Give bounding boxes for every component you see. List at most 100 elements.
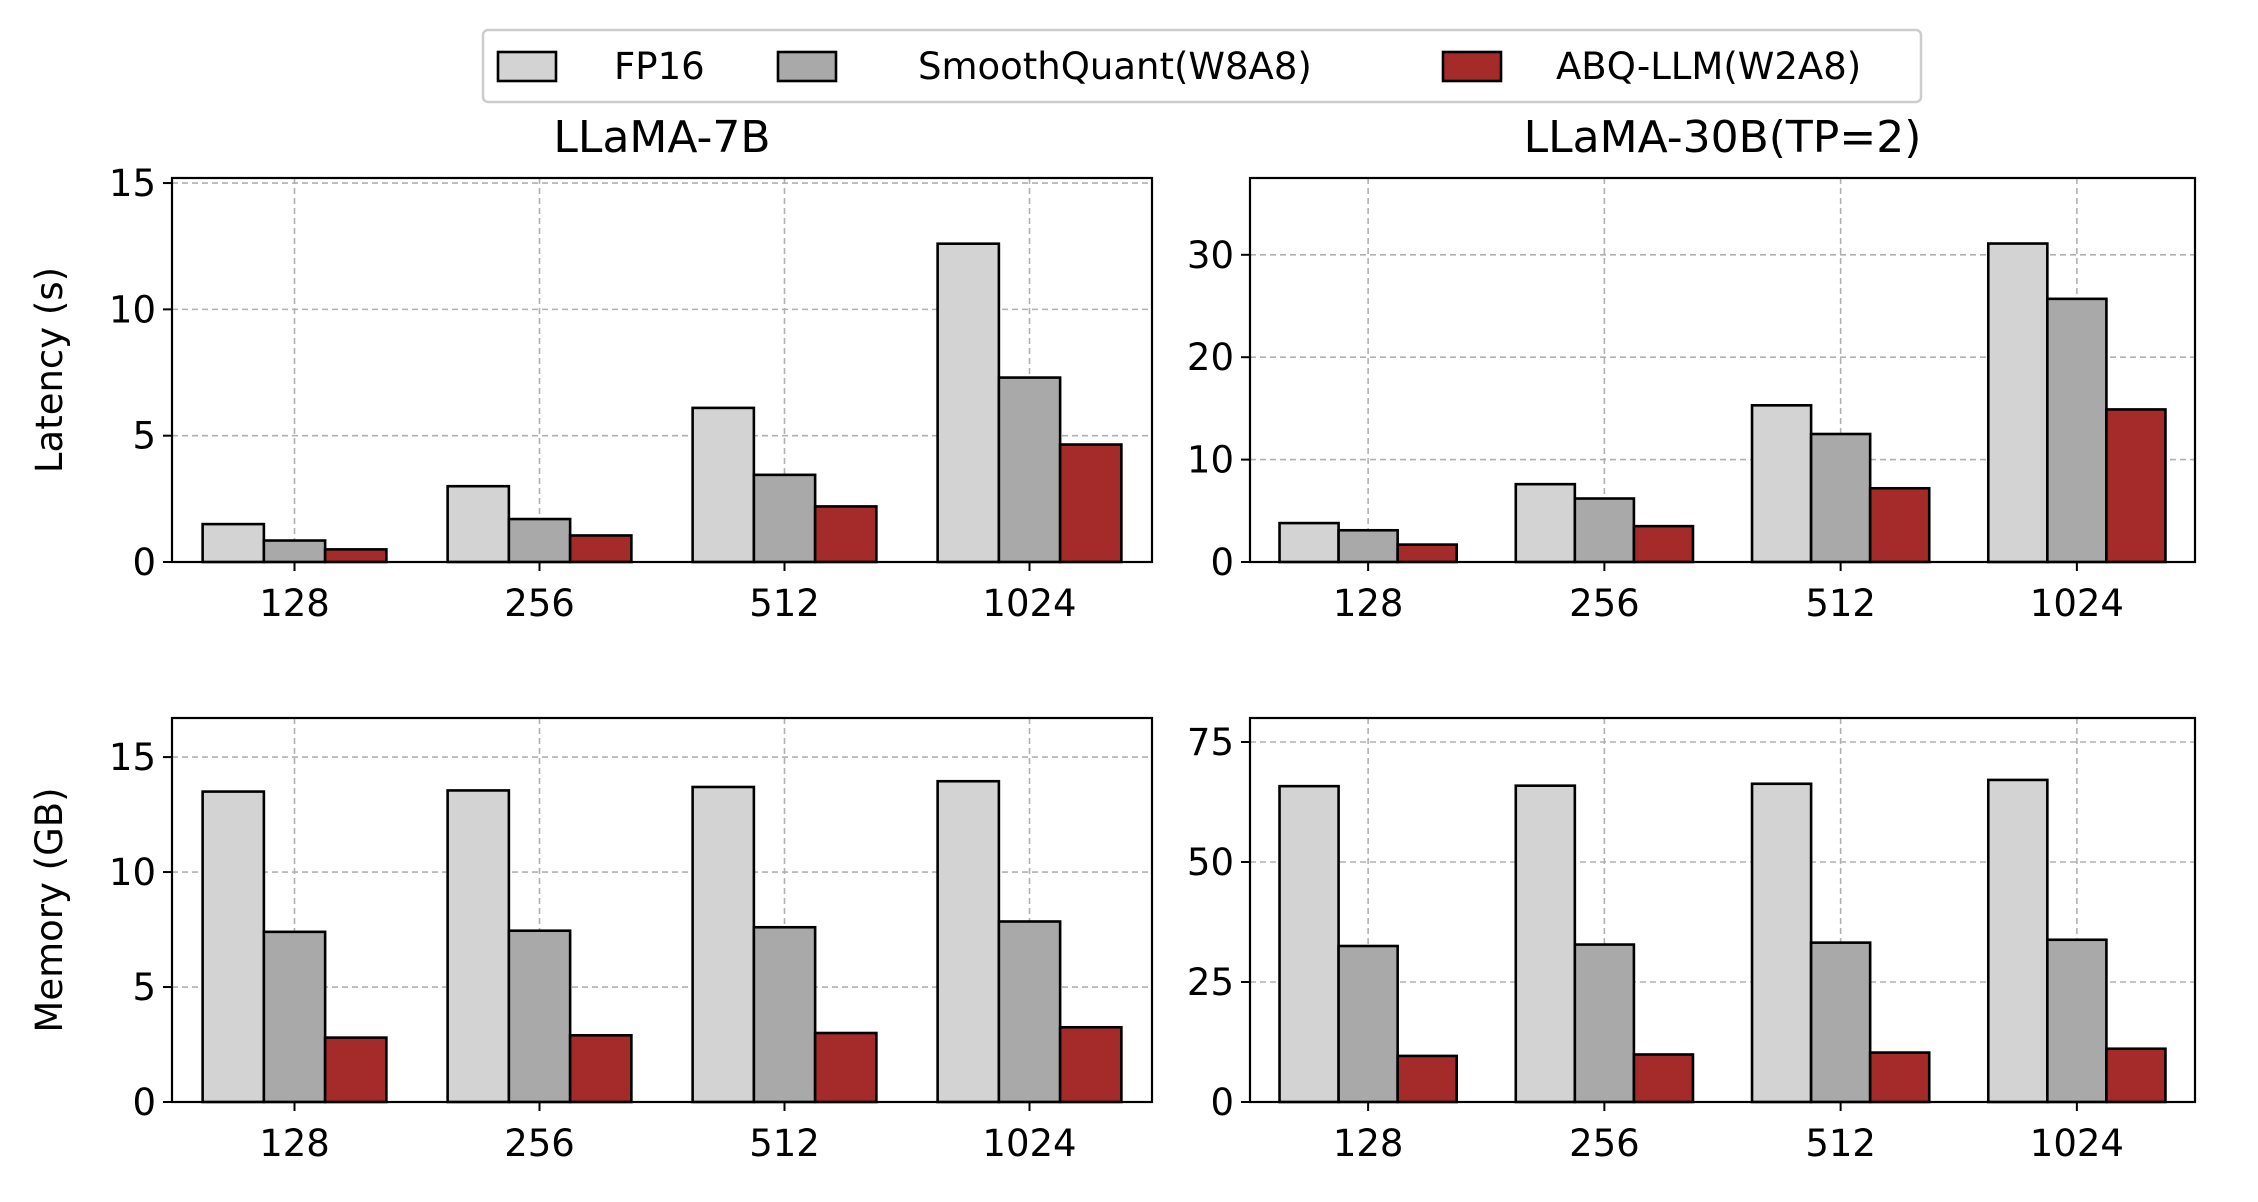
- latency-llama-7b-bar-abq-llm-1024: [1058, 443, 1123, 564]
- memory-llama-7b-bar-fp16-128: [201, 790, 266, 1104]
- memory-llama-30b-bar-abq-llm-256: [1632, 1053, 1695, 1104]
- memory-llama-7b-bar-abq-llm-1024: [1058, 1025, 1123, 1104]
- legend: FP16 SmoothQuant(W8A8) ABQ-LLM(W2A8): [481, 28, 1923, 104]
- memory-llama-7b-xtick-label: 256: [504, 1122, 575, 1165]
- memory-llama-7b-bar-fp16-1024: [936, 779, 1001, 1104]
- latency-llama-7b-bar-fp16-1024: [936, 242, 1001, 564]
- latency-llama-30b-ytick-label: 10: [1187, 439, 1234, 482]
- latency-llama-7b-xtick-label: 512: [749, 582, 820, 625]
- latency-llama-7b-axes-frame: [170, 176, 1154, 564]
- memory-llama-7b-chart: 0 5 10 15 128 256 512 1024 Memory (GB): [28, 716, 1154, 1165]
- latency-llama-30b-bar-fp16-1024: [1986, 242, 2049, 564]
- memory-llama-30b-xtick-label: 128: [1333, 1122, 1404, 1165]
- memory-llama-30b-bar-smoothquant-512: [1809, 941, 1872, 1104]
- latency-llama-7b-bar-smoothquant-256: [507, 517, 572, 564]
- memory-llama-30b-ytick-label: 0: [1210, 1081, 1234, 1124]
- latency-llama-7b-bar-fp16-256: [446, 484, 511, 564]
- latency-llama-7b-bar-smoothquant-128: [262, 539, 327, 564]
- memory-llama-7b-bar-smoothquant-256: [507, 929, 572, 1104]
- latency-llama-7b-ytick-label: 10: [109, 288, 156, 331]
- memory-llama-30b-bar-smoothquant-1024: [2046, 938, 2108, 1104]
- memory-llama-7b-bar-smoothquant-1024: [997, 920, 1062, 1104]
- memory-llama-7b-xtick-label: 1024: [982, 1122, 1076, 1165]
- memory-llama-7b-bar-fp16-512: [691, 785, 756, 1104]
- latency-llama-7b-bar-fp16-128: [201, 522, 266, 564]
- latency-llama-30b-bar-smoothquant-512: [1809, 432, 1872, 564]
- latency-llama-7b-ylabel: Latency (s): [28, 267, 71, 473]
- latency-llama-30b-chart: 0 10 20 30 128 256 512 1024 LLaMA-30B(TP=2): [1187, 112, 2197, 625]
- latency-llama-30b-bar-fp16-512: [1750, 404, 1813, 564]
- memory-llama-7b-xtick-label: 128: [259, 1122, 330, 1165]
- memory-llama-30b-xtick-label: 256: [1569, 1122, 1640, 1165]
- latency-llama-30b-axes-frame: [1248, 176, 2197, 564]
- latency-llama-30b-xtick-label: 1024: [2030, 582, 2124, 625]
- memory-llama-7b-xtick-label: 512: [749, 1122, 820, 1165]
- memory-llama-7b-bar-smoothquant-128: [262, 930, 327, 1104]
- memory-llama-30b-ytick-label: 75: [1187, 721, 1234, 764]
- memory-llama-7b-ylabel: Memory (GB): [28, 787, 71, 1032]
- latency-llama-7b-ytick-label: 15: [109, 162, 156, 205]
- memory-llama-30b-bar-fp16-1024: [1986, 778, 2049, 1104]
- latency-llama-30b-bar-abq-llm-256: [1632, 524, 1695, 564]
- memory-llama-7b-ytick-label: 5: [132, 966, 156, 1009]
- latency-llama-30b-bar-smoothquant-1024: [2046, 297, 2108, 564]
- memory-llama-7b-bar-abq-llm-512: [813, 1031, 878, 1104]
- memory-llama-30b-bar-fp16-512: [1750, 782, 1813, 1104]
- latency-llama-30b-bar-fp16-256: [1514, 482, 1577, 564]
- latency-llama-7b-chart: 0 5 10 15 128 256 512 1024 LLaMA-7B Latency (s): [28, 112, 1154, 625]
- latency-llama-7b-bar-abq-llm-512: [813, 505, 878, 564]
- latency-llama-30b-bar-abq-llm-512: [1868, 486, 1931, 564]
- memory-llama-7b-bar-smoothquant-512: [752, 925, 817, 1104]
- latency-llama-7b-bar-fp16-512: [691, 406, 756, 564]
- latency-llama-7b-bar-abq-llm-256: [568, 534, 633, 564]
- memory-llama-30b-axes-frame: [1248, 716, 2197, 1104]
- memory-llama-30b-bar-fp16-128: [1278, 784, 1340, 1104]
- legend-swatch-abq-llm: [1441, 50, 1503, 83]
- legend-frame: [481, 28, 1923, 104]
- memory-llama-30b-bar-abq-llm-1024: [2105, 1047, 2167, 1104]
- memory-llama-30b-ytick-label: 25: [1187, 961, 1234, 1004]
- latency-llama-7b-bar-abq-llm-128: [323, 548, 388, 564]
- legend-label-smoothquant: SmoothQuant(W8A8): [918, 45, 1312, 88]
- memory-llama-7b-bar-fp16-256: [446, 789, 511, 1104]
- latency-llama-30b-xtick-label: 512: [1805, 582, 1876, 625]
- legend-label-abq-llm: ABQ-LLM(W2A8): [1556, 45, 1861, 88]
- memory-llama-30b-bar-smoothquant-128: [1337, 944, 1399, 1104]
- latency-llama-30b-xtick-label: 128: [1333, 582, 1404, 625]
- memory-llama-7b-ytick-label: 10: [109, 851, 156, 894]
- latency-llama-30b-bar-smoothquant-128: [1337, 528, 1399, 564]
- memory-llama-30b-xtick-label: 512: [1805, 1122, 1876, 1165]
- legend-swatch-fp16: [496, 50, 558, 83]
- latency-llama-30b-xtick-label: 256: [1569, 582, 1640, 625]
- legend-label-fp16: FP16: [614, 45, 705, 88]
- latency-llama-30b-ytick-label: 0: [1210, 541, 1234, 584]
- latency-llama-30b-ytick-label: 20: [1187, 336, 1234, 379]
- memory-llama-7b-bar-abq-llm-256: [568, 1034, 633, 1104]
- memory-llama-7b-ytick-label: 15: [109, 736, 156, 779]
- memory-llama-7b-axes-frame: [170, 716, 1154, 1104]
- memory-llama-30b-bar-abq-llm-128: [1396, 1054, 1459, 1104]
- latency-llama-7b-ytick-label: 0: [132, 541, 156, 584]
- latency-llama-30b-ytick-label: 30: [1187, 234, 1234, 277]
- memory-llama-30b-ytick-label: 50: [1187, 841, 1234, 884]
- latency-llama-30b-title: LLaMA-30B(TP=2): [1524, 112, 1922, 163]
- memory-llama-7b-ytick-label: 0: [132, 1081, 156, 1124]
- latency-llama-7b-xtick-label: 256: [504, 582, 575, 625]
- latency-llama-30b-bar-smoothquant-256: [1573, 497, 1636, 564]
- latency-llama-30b-bar-abq-llm-128: [1396, 543, 1459, 564]
- memory-llama-30b-xtick-label: 1024: [2030, 1122, 2124, 1165]
- latency-llama-7b-xtick-label: 128: [259, 582, 330, 625]
- latency-llama-30b-bar-abq-llm-1024: [2105, 408, 2167, 564]
- memory-llama-30b-bar-smoothquant-256: [1573, 943, 1636, 1104]
- latency-llama-7b-title: LLaMA-7B: [553, 112, 770, 163]
- latency-llama-7b-bar-smoothquant-512: [752, 473, 817, 564]
- memory-llama-30b-bar-fp16-256: [1514, 784, 1577, 1104]
- memory-llama-7b-bar-abq-llm-128: [323, 1036, 388, 1104]
- latency-llama-7b-ytick-label: 5: [132, 415, 156, 458]
- latency-llama-7b-xtick-label: 1024: [982, 582, 1076, 625]
- legend-swatch-smoothquant: [776, 50, 838, 83]
- memory-llama-30b-chart: 0 25 50 75 128 256 512 1024: [1187, 716, 2197, 1165]
- memory-llama-30b-bar-abq-llm-512: [1868, 1051, 1931, 1104]
- latency-llama-30b-bar-fp16-128: [1278, 521, 1340, 564]
